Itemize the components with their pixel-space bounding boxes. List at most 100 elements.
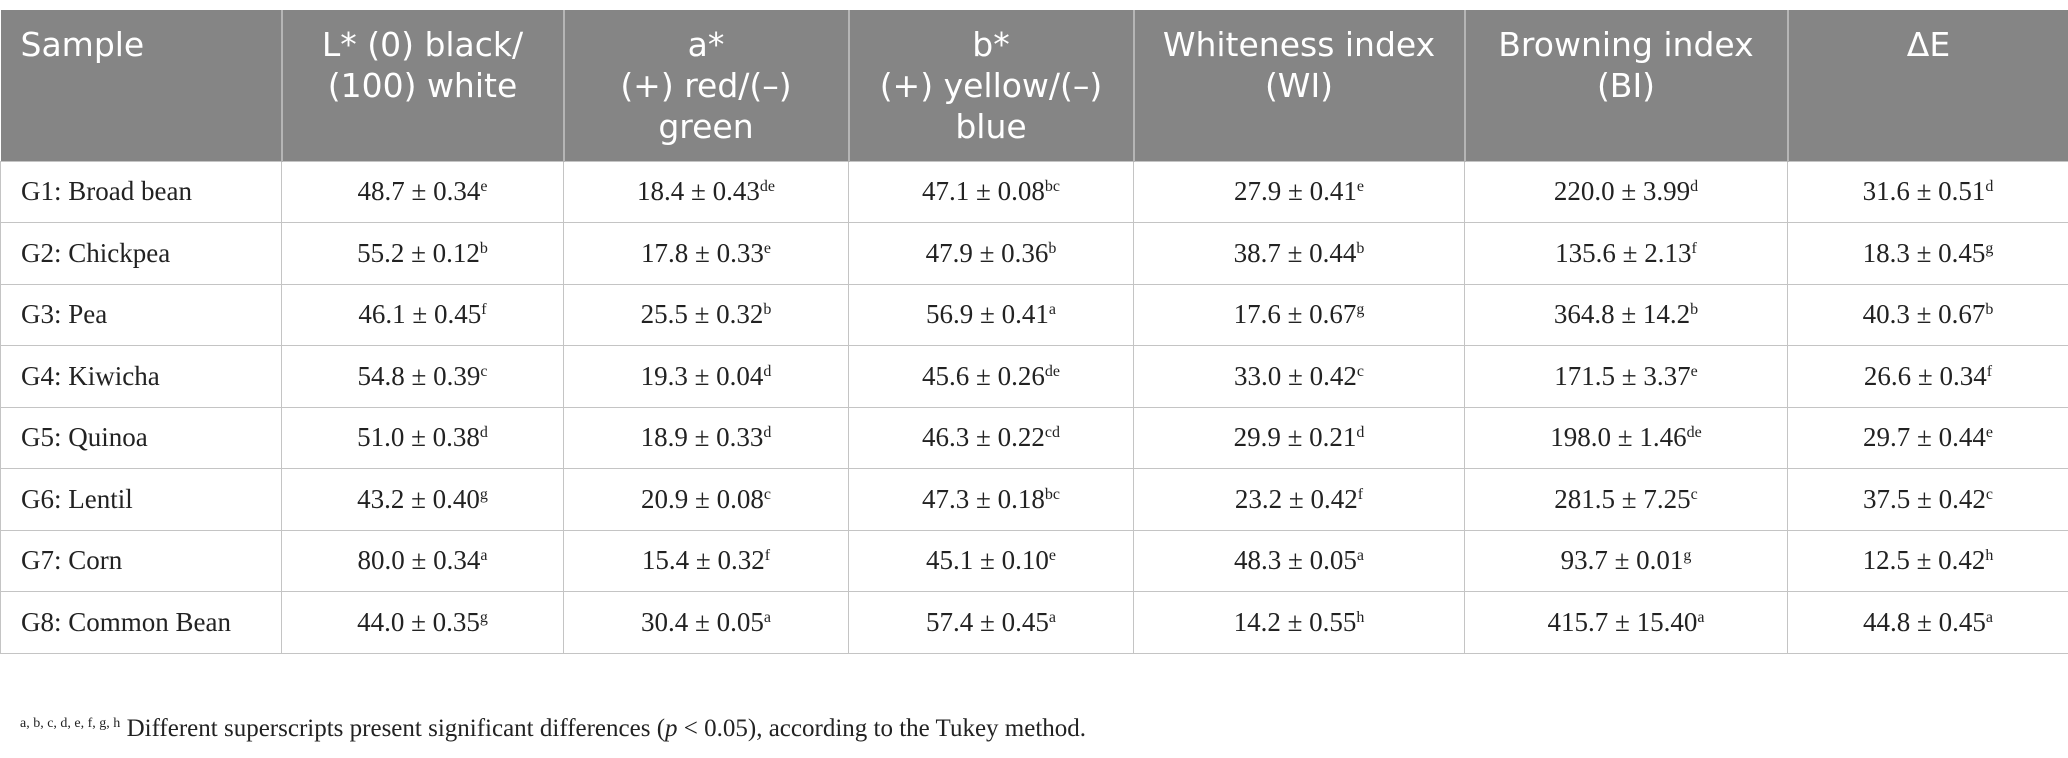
value-cell: 12.5 ± 0.42h bbox=[1787, 529, 2068, 592]
header-cell: ΔE bbox=[1786, 10, 2068, 161]
header-cell: Browning index (BI) bbox=[1463, 10, 1788, 161]
cell-superscript: d bbox=[1985, 178, 1994, 196]
value-cell: 45.6 ± 0.26de bbox=[848, 345, 1134, 408]
value-cell: 48.3 ± 0.05a bbox=[1133, 529, 1465, 592]
value-cell: 33.0 ± 0.42c bbox=[1133, 345, 1465, 408]
cell-superscript: c bbox=[763, 485, 771, 503]
value-cell: 29.9 ± 0.21d bbox=[1133, 406, 1465, 469]
value-cell: 31.6 ± 0.51d bbox=[1787, 160, 2068, 223]
cell-superscript: f bbox=[1986, 362, 1993, 380]
cell-value: 48.7 ± 0.34 bbox=[357, 176, 481, 207]
cell-value: 40.3 ± 0.67 bbox=[1862, 299, 1986, 330]
cell-value: 135.6 ± 2.13 bbox=[1555, 237, 1692, 268]
value-cell: 55.2 ± 0.12b bbox=[281, 222, 564, 285]
cell-value: 281.5 ± 7.25 bbox=[1554, 483, 1691, 514]
cell-value: 33.0 ± 0.42 bbox=[1234, 360, 1357, 391]
footnote-sup: a, b, c, d, e, f, g, h bbox=[20, 716, 121, 731]
value-cell: 18.3 ± 0.45g bbox=[1787, 222, 2068, 285]
cell-value: 23.2 ± 0.42 bbox=[1234, 483, 1358, 514]
header-row: Sample L* (0) black/ (100) white a* (+) re… bbox=[0, 10, 2068, 161]
value-cell: 25.5 ± 0.32b bbox=[563, 283, 849, 346]
value-cell: 281.5 ± 7.25c bbox=[1464, 468, 1788, 531]
cell-value: 56.9 ± 0.41 bbox=[926, 299, 1049, 330]
sample-cell: G5: Quinoa bbox=[0, 406, 282, 469]
cell-superscript: a bbox=[1048, 301, 1056, 319]
cell-superscript: b bbox=[1985, 301, 1994, 319]
cell-superscript: e bbox=[1048, 547, 1056, 565]
cell-superscript: b bbox=[1690, 301, 1699, 319]
sample-cell: G4: Kiwicha bbox=[0, 345, 282, 408]
cell-superscript: g bbox=[479, 608, 488, 626]
sample-cell: G2: Chickpea bbox=[0, 222, 282, 285]
value-cell: 18.9 ± 0.33d bbox=[563, 406, 849, 469]
cell-superscript: b bbox=[1048, 239, 1057, 257]
cell-value: 51.0 ± 0.38 bbox=[357, 422, 480, 453]
cell-superscript: g bbox=[1683, 547, 1692, 565]
cell-value: 15.4 ± 0.32 bbox=[641, 545, 765, 576]
value-cell: 80.0 ± 0.34a bbox=[281, 529, 564, 592]
sample-cell: G3: Pea bbox=[0, 283, 282, 346]
value-cell: 45.1 ± 0.10e bbox=[848, 529, 1134, 592]
cell-value: 220.0 ± 3.99 bbox=[1553, 176, 1691, 207]
value-cell: 93.7 ± 0.01g bbox=[1464, 529, 1788, 592]
cell-superscript: a bbox=[1697, 608, 1705, 626]
cell-superscript: e bbox=[480, 178, 488, 196]
value-cell: 44.8 ± 0.45a bbox=[1787, 591, 2068, 654]
sample-cell: G1: Broad bean bbox=[0, 160, 282, 223]
cell-superscript: e bbox=[763, 239, 771, 257]
cell-value: 364.8 ± 14.2 bbox=[1553, 299, 1691, 330]
cell-superscript: cd bbox=[1044, 424, 1060, 442]
cell-superscript: g bbox=[1985, 239, 1994, 257]
cell-value: 17.8 ± 0.33 bbox=[641, 237, 764, 268]
cell-superscript: a bbox=[763, 608, 771, 626]
cell-value: 29.7 ± 0.44 bbox=[1863, 422, 1986, 453]
cell-superscript: de bbox=[1044, 362, 1060, 380]
cell-value: 55.2 ± 0.12 bbox=[357, 237, 480, 268]
cell-superscript: d bbox=[1356, 424, 1365, 442]
cell-value: 14.2 ± 0.55 bbox=[1233, 606, 1357, 637]
header-cell: a* (+) red/(–) green bbox=[562, 10, 849, 161]
cell-value: 44.8 ± 0.45 bbox=[1863, 606, 1986, 637]
value-cell: 47.3 ± 0.18bc bbox=[848, 468, 1134, 531]
value-cell: 415.7 ± 15.40a bbox=[1464, 591, 1788, 654]
cell-superscript: bc bbox=[1044, 485, 1060, 503]
table-body: G1: Broad bean 48.7 ± 0.34e 18.4 ± 0.43de 4… bbox=[0, 160, 2068, 654]
header-cell: b* (+) yellow/(–) blue bbox=[847, 10, 1134, 161]
cell-superscript: e bbox=[1690, 362, 1698, 380]
cell-superscript: g bbox=[1356, 301, 1365, 319]
table-row: G2: Chickpea 55.2 ± 0.12b 17.8 ± 0.33e 47.9… bbox=[0, 222, 2068, 285]
header-cell: Whiteness index (WI) bbox=[1132, 10, 1465, 161]
table-row: G4: Kiwicha 54.8 ± 0.39c 19.3 ± 0.04d 45.6 … bbox=[0, 345, 2068, 408]
cell-superscript: a bbox=[1356, 547, 1364, 565]
cell-value: 48.3 ± 0.05 bbox=[1234, 545, 1357, 576]
value-cell: 47.9 ± 0.36b bbox=[848, 222, 1134, 285]
cell-value: 18.3 ± 0.45 bbox=[1862, 237, 1986, 268]
cell-superscript: c bbox=[1985, 485, 1993, 503]
sample-cell: G6: Lentil bbox=[0, 468, 282, 531]
footnote-text: < 0.05), according to the Tukey method. bbox=[677, 715, 1087, 742]
table-row: G8: Common Bean 44.0 ± 0.35g 30.4 ± 0.05a 5… bbox=[0, 591, 2068, 654]
cell-value: 18.9 ± 0.33 bbox=[640, 422, 764, 453]
cell-value: 47.3 ± 0.18 bbox=[922, 483, 1045, 514]
cell-value: 38.7 ± 0.44 bbox=[1233, 237, 1357, 268]
cell-superscript: f bbox=[1357, 485, 1364, 503]
cell-superscript: b bbox=[763, 301, 772, 319]
value-cell: 14.2 ± 0.55h bbox=[1133, 591, 1465, 654]
value-cell: 17.8 ± 0.33e bbox=[563, 222, 849, 285]
value-cell: 54.8 ± 0.39c bbox=[281, 345, 564, 408]
table-row: G3: Pea 46.1 ± 0.45f 25.5 ± 0.32b 56.9 ± 0.… bbox=[0, 283, 2068, 346]
cell-superscript: f bbox=[481, 301, 487, 319]
cell-superscript: de bbox=[759, 178, 775, 196]
cell-superscript: g bbox=[479, 485, 488, 503]
table-row: G7: Corn 80.0 ± 0.34a 15.4 ± 0.32f 45.1 ± 0… bbox=[0, 529, 2068, 592]
cell-superscript: h bbox=[1985, 547, 1994, 565]
cell-value: 171.5 ± 3.37 bbox=[1554, 360, 1691, 391]
cell-value: 20.9 ± 0.08 bbox=[641, 483, 764, 514]
sample-cell: G7: Corn bbox=[0, 529, 282, 592]
cell-value: 26.6 ± 0.34 bbox=[1863, 360, 1987, 391]
sample-cell: G8: Common Bean bbox=[0, 591, 282, 654]
cell-value: 47.9 ± 0.36 bbox=[925, 237, 1049, 268]
cell-superscript: c bbox=[1356, 362, 1364, 380]
value-cell: 56.9 ± 0.41a bbox=[848, 283, 1134, 346]
